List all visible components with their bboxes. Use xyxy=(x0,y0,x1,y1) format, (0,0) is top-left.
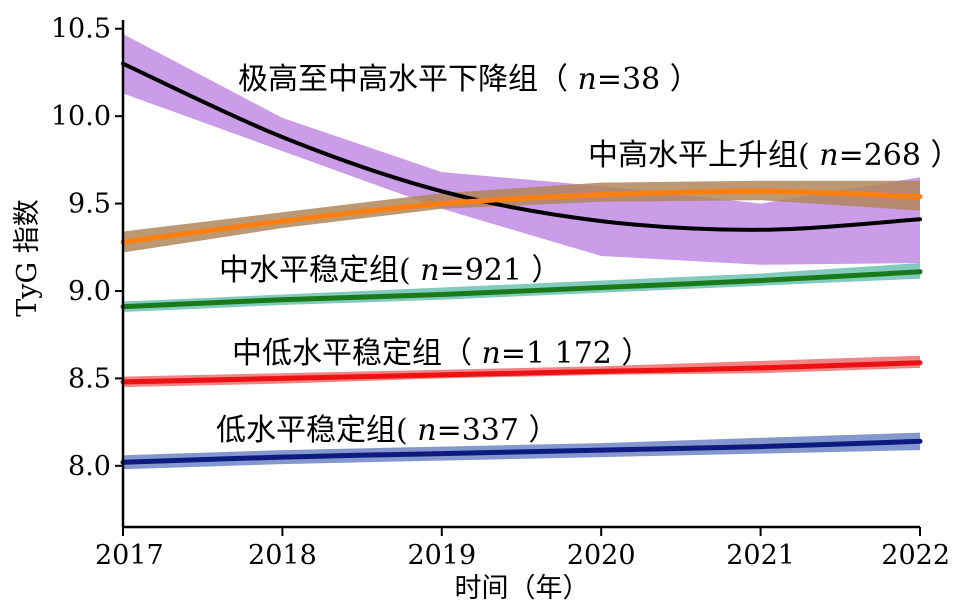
series-label-n: n xyxy=(417,413,436,448)
series-label-suffix: =38 ） xyxy=(597,62,700,97)
x-tick-label: 2022 xyxy=(881,540,950,571)
series-label-prefix: 中水平稳定组( xyxy=(219,253,420,288)
y-tick-label: 9.0 xyxy=(68,276,111,307)
y-tick-label: 10.0 xyxy=(51,101,111,132)
series-label-4: 中低水平稳定组（ n=1 172 ） xyxy=(232,336,651,371)
x-tick-label: 2021 xyxy=(726,540,795,571)
series-band-1 xyxy=(123,34,920,265)
series-label-suffix: =921 ） xyxy=(440,253,562,288)
series-label-suffix: =268 ） xyxy=(839,138,961,173)
y-tick-label: 9.5 xyxy=(68,189,111,220)
confidence-bands xyxy=(123,34,920,470)
series-label-prefix: 低水平稳定组( xyxy=(216,413,417,448)
series-label-n: n xyxy=(482,336,501,371)
series-line-5 xyxy=(120,438,923,465)
series-line-1 xyxy=(121,61,922,232)
axes: 8.0 8.5 9.0 9.5 10.0 10.5 2017 2018 2019 2020 2021… xyxy=(51,14,950,571)
x-axis-title: 时间（年） xyxy=(455,573,590,604)
series-label-2: 中高水平上升组( n=268 ） xyxy=(588,138,961,173)
series-labels: 极高至中高水平下降组（ n=38 ）中高水平上升组( n=268 ）中水平稳定组… xyxy=(216,62,961,448)
series-label-n: n xyxy=(578,62,597,97)
series-label-n: n xyxy=(420,253,439,288)
series-label-3: 中水平稳定组( n=921 ） xyxy=(219,253,562,288)
series-label-suffix: =337 ） xyxy=(437,413,559,448)
series-label-5: 低水平稳定组( n=337 ） xyxy=(216,413,559,448)
x-tick-label: 2020 xyxy=(567,540,636,571)
y-tick-label: 8.0 xyxy=(68,451,111,482)
series-label-suffix: =1 172 ） xyxy=(501,336,652,371)
series-lines xyxy=(120,61,923,465)
series-band-2 xyxy=(123,180,920,253)
x-tick-label: 2019 xyxy=(407,540,476,571)
series-label-1: 极高至中高水平下降组（ n=38 ） xyxy=(238,62,700,97)
x-tick-label: 2018 xyxy=(248,540,317,571)
series-label-prefix: 中高水平上升组( xyxy=(588,138,819,173)
y-tick-label: 10.5 xyxy=(51,14,111,45)
x-tick-label: 2017 xyxy=(95,540,164,571)
series-line-2 xyxy=(120,188,923,245)
series-label-prefix: 中低水平稳定组（ xyxy=(232,336,482,371)
y-tick-label: 8.5 xyxy=(68,363,111,394)
series-line-4 xyxy=(120,360,923,385)
y-axis-title: TyG 指数 xyxy=(12,199,43,316)
series-label-n: n xyxy=(819,138,838,173)
series-line-3 xyxy=(120,269,923,310)
series-label-prefix: 极高至中高水平下降组（ xyxy=(238,62,578,97)
